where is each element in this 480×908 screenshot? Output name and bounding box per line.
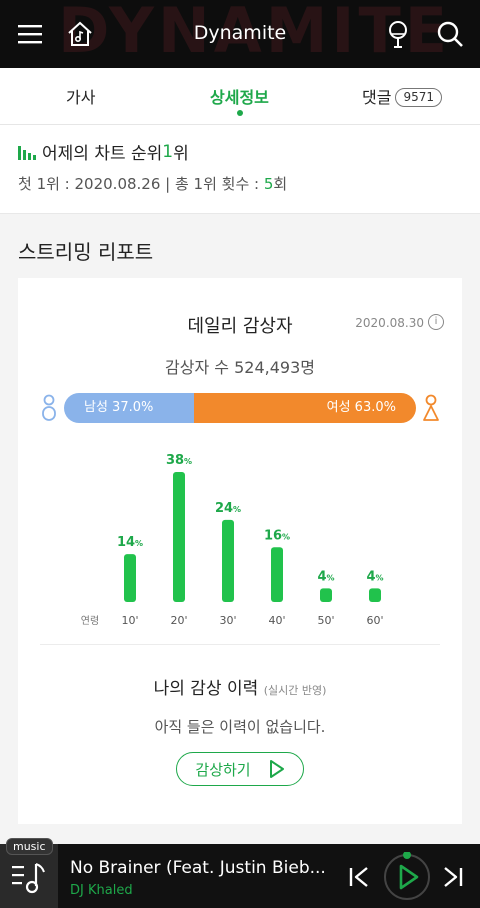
tab-comments[interactable]: 댓글 9571 <box>362 84 442 108</box>
comment-count-badge: 9571 <box>395 88 442 107</box>
listen-button[interactable]: 감상하기 <box>176 752 304 786</box>
menu-icon[interactable] <box>14 18 46 50</box>
home-music-icon[interactable] <box>64 18 96 50</box>
info-icon[interactable]: i <box>428 314 444 330</box>
playlist-music-icon <box>12 863 45 894</box>
age-distribution-chart: 연령 14% 10' 38% 20' 24% 30' 16% 40' 4% 50' 4% 60' <box>81 453 384 627</box>
report-card: 데일리 감상자 2020.08.30 i 감상자 수 524,493명 남성 3… <box>18 278 462 824</box>
age-bar <box>369 588 381 602</box>
age-bar-value-label: 24% <box>215 501 241 516</box>
rank-count-suffix: 회 <box>273 175 288 193</box>
chart-bars-icon <box>18 144 36 160</box>
next-button[interactable] <box>440 864 466 890</box>
tab-details[interactable]: 상세정보 <box>210 88 269 107</box>
artist-name[interactable]: DJ Khaled <box>70 883 133 898</box>
tab-comments-label: 댓글 <box>362 88 392 107</box>
history-title-text: 나의 감상 이력 <box>153 679 259 699</box>
female-person-icon <box>422 394 440 426</box>
age-category-label: 20' <box>170 614 187 627</box>
age-bar-value-label: 4% <box>317 569 334 584</box>
first-rank-info: 첫 1위 : 2020.08.26 | 총 1위 횟수 : 5회 <box>18 173 287 194</box>
listen-button-label: 감상하기 <box>195 760 251 779</box>
age-bar <box>173 472 185 602</box>
age-bar <box>124 554 136 602</box>
tab-bar: 가사 상세정보 댓글 9571 <box>0 68 480 125</box>
previous-icon <box>349 867 368 887</box>
microphone-icon[interactable] <box>382 18 414 50</box>
music-tag: music <box>6 838 53 855</box>
tab-lyrics[interactable]: 가사 <box>66 88 96 107</box>
previous-button[interactable] <box>346 864 372 890</box>
age-bar-value-label: 4% <box>366 569 383 584</box>
search-icon[interactable] <box>434 18 466 50</box>
song-title[interactable]: No Brainer (Feat. Justin Bieb... <box>70 858 326 878</box>
age-category-label: 50' <box>317 614 334 627</box>
rank-count: 5 <box>263 175 274 193</box>
section-divider <box>40 644 440 645</box>
age-category-label: 10' <box>121 614 138 627</box>
age-category-label: 40' <box>268 614 285 627</box>
female-ratio: 여성 63.0% <box>194 393 416 423</box>
play-outline-icon <box>269 759 285 779</box>
age-bar-value-label: 16% <box>264 528 290 543</box>
top-bar: DYNAMITE Dynamite <box>0 0 480 68</box>
my-history-title: 나의 감상 이력 (실시간 반영) <box>18 674 462 699</box>
age-bar <box>271 547 283 602</box>
play-progress-icon <box>384 851 430 900</box>
male-ratio: 남성 37.0% <box>64 393 195 423</box>
gender-ratio-bar: 남성 37.0% 여성 63.0% <box>64 393 416 423</box>
next-icon <box>444 867 463 887</box>
daily-listeners-title: 데일리 감상자 <box>187 316 293 337</box>
male-person-icon <box>40 394 58 426</box>
history-empty-message: 아직 들은 이력이 없습니다. <box>154 718 326 736</box>
age-bar-value-label: 38% <box>166 453 192 468</box>
age-bar <box>320 588 332 602</box>
play-button[interactable] <box>382 851 432 902</box>
report-title: 스트리밍 리포트 <box>18 240 154 264</box>
album-banner-text: DYNAMITE <box>58 0 452 67</box>
active-tab-indicator <box>237 110 243 116</box>
rank-value: 1 <box>162 141 174 162</box>
streaming-report: 스트리밍 리포트 데일리 감상자 2020.08.30 i 감상자 수 524,… <box>0 214 480 844</box>
age-axis-label: 연령 <box>81 615 99 627</box>
age-bar-value-label: 14% <box>117 535 143 550</box>
first-rank-text: 첫 1위 : 2020.08.26 | 총 1위 횟수 : <box>18 175 264 193</box>
listener-count: 감상자 수 524,493명 <box>165 358 315 377</box>
report-date: 2020.08.30 <box>355 316 424 330</box>
age-category-label: 60' <box>366 614 383 627</box>
age-bar <box>222 519 234 602</box>
page-title: Dynamite <box>193 22 287 44</box>
mini-player[interactable]: music No Brainer (Feat. Justin Bieb... D… <box>0 838 480 908</box>
history-subtitle: (실시간 반영) <box>263 684 327 697</box>
age-category-label: 30' <box>219 614 236 627</box>
rank-suffix: 위 <box>173 144 189 164</box>
rank-prefix: 어제의 차트 순위 <box>42 144 163 164</box>
